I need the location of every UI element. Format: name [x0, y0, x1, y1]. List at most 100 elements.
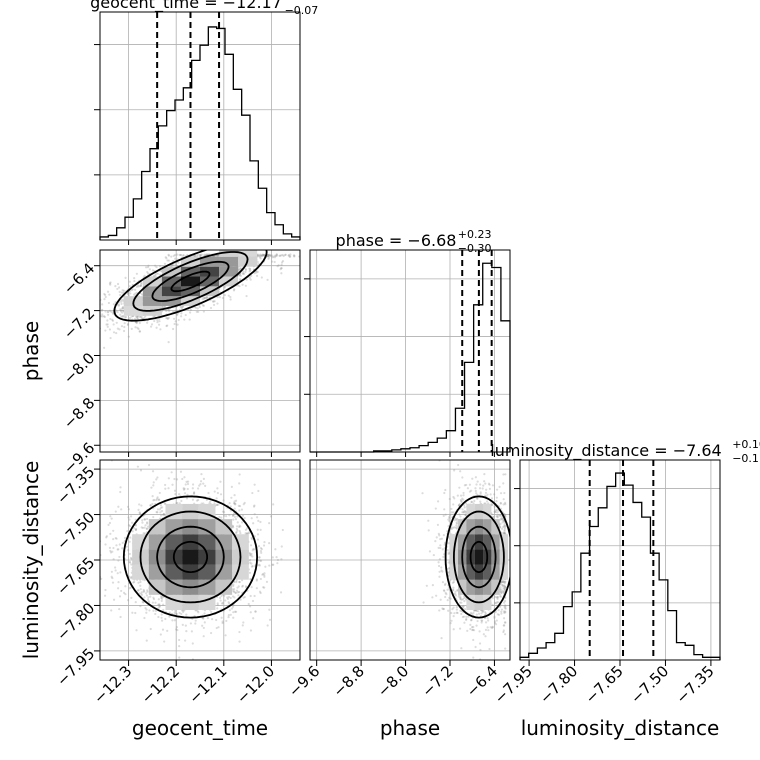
sample-point [280, 545, 283, 548]
sample-point [152, 515, 155, 519]
sample-point [251, 491, 254, 495]
sample-point [210, 618, 214, 621]
sample-point [256, 260, 259, 264]
sample-point [173, 322, 176, 326]
sample-point [218, 515, 221, 519]
sample-point [157, 615, 160, 619]
sample-point [229, 298, 232, 301]
sample-point [235, 531, 238, 535]
sample-point [139, 469, 143, 472]
sample-point [136, 465, 140, 468]
sample-point [233, 502, 236, 505]
sample-point [124, 592, 127, 596]
sample-point [281, 528, 284, 532]
sample-point [160, 596, 163, 600]
sample-point [180, 307, 184, 310]
sample-point [134, 528, 137, 531]
sample-point [143, 317, 146, 320]
sample-point [269, 515, 273, 518]
sample-point [258, 564, 261, 567]
sample-point [242, 271, 245, 275]
sample-point [204, 296, 207, 300]
sample-point [149, 504, 152, 507]
sample-point [231, 595, 235, 598]
sample-point [143, 532, 146, 535]
sample-point [116, 572, 119, 575]
sample-point [232, 289, 236, 292]
sample-point [139, 284, 142, 287]
sample-point [130, 288, 134, 292]
sample-point [199, 254, 202, 257]
sample-point [249, 611, 252, 614]
sample-point [280, 261, 284, 264]
sample-point [92, 332, 94, 334]
sample-point [182, 254, 185, 257]
sample-point [244, 528, 247, 531]
sample-point [275, 556, 278, 559]
contour-level [132, 251, 249, 312]
sample-point [252, 505, 256, 508]
sample-point [193, 491, 196, 494]
sample-point [258, 556, 261, 559]
sample-point [202, 297, 205, 300]
sample-point [110, 517, 113, 520]
hist-panel-luminosity_distance: luminosity_distance = −7.64+0.10−0.11 [490, 438, 760, 661]
sample-point [128, 518, 131, 521]
sample-point [159, 504, 163, 507]
sample-point [293, 254, 296, 257]
sample-point [110, 575, 113, 578]
sample-point [104, 543, 107, 546]
sample-point [104, 329, 107, 332]
sample-point [165, 257, 168, 260]
sample-point [223, 286, 226, 289]
sample-point [134, 601, 137, 604]
sample-point [216, 302, 219, 305]
sample-point [121, 289, 124, 292]
sample-point [216, 254, 219, 257]
sample-point [270, 260, 274, 263]
sample-point [233, 501, 236, 505]
sample-point [195, 499, 199, 502]
hist-panel-geocent_time: geocent_time = −12.17+0.06−0.07 [90, 0, 318, 241]
sample-point [126, 322, 130, 326]
sample-point [250, 537, 253, 541]
sample-point [158, 605, 161, 608]
sample-point [90, 533, 92, 535]
sample-point [114, 510, 117, 513]
sample-point [146, 589, 149, 592]
sample-point [280, 267, 283, 270]
sample-point [85, 335, 87, 337]
sample-point [192, 492, 196, 495]
sample-point [248, 554, 252, 557]
sample-point [101, 313, 104, 316]
sample-point [229, 613, 232, 616]
sample-point [230, 485, 233, 488]
sample-point [134, 292, 137, 295]
title-luminosity_distance: luminosity_distance = −7.64 [490, 441, 721, 461]
sample-point [233, 515, 237, 518]
sample-point [106, 325, 109, 328]
sample-point [152, 481, 155, 484]
hist-panel-phase: phase = −6.68 +0.23−0.30 [304, 228, 511, 453]
sample-point [254, 610, 257, 613]
sample-point [110, 570, 113, 573]
sample-point [184, 313, 187, 317]
sample-point [165, 324, 168, 328]
sample-point [124, 276, 127, 279]
sample-point [238, 285, 241, 288]
sample-point [152, 598, 156, 601]
panel-frame [99, 249, 301, 453]
sample-point [203, 612, 206, 615]
sample-point [106, 323, 109, 326]
sample-point [244, 532, 247, 535]
sample-point [138, 315, 141, 318]
sample-point [155, 272, 158, 275]
sample-point [97, 296, 99, 298]
sample-point [205, 253, 208, 256]
sample-point [206, 253, 209, 256]
sample-point [115, 321, 118, 324]
sample-point [255, 578, 258, 581]
sample-point [253, 594, 256, 598]
sample-point [120, 325, 124, 328]
sample-point [158, 273, 162, 276]
